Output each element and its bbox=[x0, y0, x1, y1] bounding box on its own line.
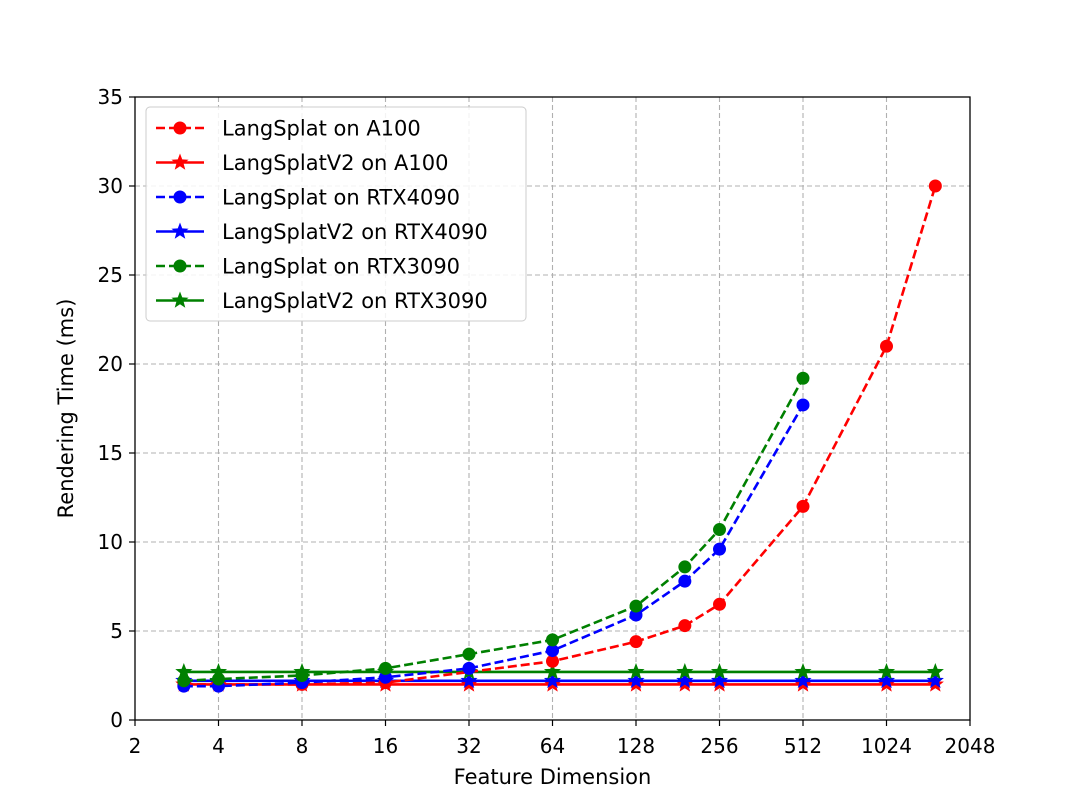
legend-marker bbox=[173, 259, 187, 273]
data-point bbox=[926, 671, 944, 689]
y-tick-label: 30 bbox=[98, 174, 123, 198]
data-point bbox=[379, 670, 392, 684]
data-point bbox=[629, 635, 643, 649]
series-langsplat-on-rtx4090 bbox=[177, 398, 810, 693]
data-point bbox=[212, 672, 225, 686]
y-tick-label: 35 bbox=[98, 85, 123, 109]
data-point bbox=[543, 671, 562, 689]
series-layer bbox=[175, 179, 944, 693]
data-point bbox=[177, 674, 191, 688]
legend-item: LangSplat on RTX4090 bbox=[156, 186, 460, 210]
legend-marker bbox=[173, 190, 187, 204]
x-tick-label: 2048 bbox=[945, 734, 996, 758]
legend-box bbox=[145, 106, 527, 322]
data-point bbox=[678, 619, 692, 633]
data-point bbox=[710, 671, 729, 689]
series-line bbox=[183, 404, 805, 688]
x-tick-label: 256 bbox=[700, 734, 738, 758]
x-tick-label: 32 bbox=[456, 734, 481, 758]
data-point bbox=[546, 654, 559, 668]
legend-marker bbox=[171, 291, 189, 308]
data-point bbox=[877, 662, 896, 680]
series-line bbox=[183, 377, 805, 683]
legend-item: LangSplat on RTX3090 bbox=[156, 255, 460, 279]
data-point bbox=[796, 499, 810, 513]
y-tick-label: 0 bbox=[110, 708, 123, 732]
data-point bbox=[209, 662, 228, 680]
data-point bbox=[175, 662, 193, 680]
data-point bbox=[928, 179, 942, 193]
legend-label: LangSplat on RTX3090 bbox=[222, 255, 460, 279]
x-tick-label: 128 bbox=[617, 734, 655, 758]
legend-marker bbox=[171, 153, 189, 170]
data-point bbox=[678, 574, 692, 588]
data-point bbox=[676, 662, 694, 680]
data-point bbox=[627, 671, 645, 689]
data-point bbox=[794, 671, 812, 689]
data-point bbox=[543, 662, 562, 680]
legend-item: LangSplatV2 on RTX4090 bbox=[156, 220, 488, 244]
y-tick-label: 10 bbox=[98, 530, 123, 554]
legend-item: LangSplat on A100 bbox=[156, 117, 421, 141]
x-tick-label: 512 bbox=[784, 734, 822, 758]
data-point bbox=[713, 597, 726, 611]
legend-label: LangSplatV2 on A100 bbox=[222, 151, 449, 175]
x-axis-label: Feature Dimension bbox=[454, 765, 652, 789]
data-point bbox=[546, 633, 559, 647]
data-point bbox=[796, 371, 810, 385]
data-point bbox=[676, 671, 694, 689]
data-point bbox=[627, 662, 645, 680]
legend-label: LangSplatV2 on RTX4090 bbox=[222, 220, 488, 244]
x-tick-label: 16 bbox=[373, 734, 398, 758]
data-point bbox=[546, 644, 559, 658]
legend-marker bbox=[171, 222, 189, 239]
legend: LangSplat on A100 LangSplatV2 on A100 Lang… bbox=[145, 106, 527, 322]
x-tick-label: 1024 bbox=[861, 734, 912, 758]
legend-label: LangSplat on RTX4090 bbox=[222, 186, 460, 210]
data-point bbox=[880, 339, 893, 353]
data-point bbox=[462, 661, 476, 675]
legend-item: LangSplatV2 on RTX3090 bbox=[156, 289, 488, 313]
data-point bbox=[713, 523, 726, 537]
y-tick-label: 25 bbox=[98, 263, 123, 287]
y-tick-label: 5 bbox=[110, 619, 123, 643]
data-point bbox=[295, 669, 309, 682]
axis-ticks: 2 4 8 16 32 64 128 256 512 1024 2048 0 5 10 15 20 25 30 35 bbox=[98, 85, 996, 758]
data-point bbox=[713, 542, 726, 556]
data-point bbox=[629, 608, 643, 622]
data-point bbox=[794, 662, 812, 680]
y-tick-label: 15 bbox=[98, 441, 123, 465]
legend-label: LangSplat on A100 bbox=[222, 117, 421, 141]
data-point bbox=[710, 662, 729, 680]
x-tick-label: 4 bbox=[212, 734, 225, 758]
x-tick-label: 2 bbox=[129, 734, 142, 758]
data-point bbox=[460, 671, 478, 689]
y-tick-label: 20 bbox=[98, 352, 123, 376]
data-point bbox=[877, 671, 896, 689]
series-langsplat-on-rtx3090 bbox=[177, 371, 810, 688]
series-langsplatv2-on-rtx3090 bbox=[175, 662, 944, 680]
data-point bbox=[678, 560, 692, 574]
legend-label: LangSplatV2 on RTX3090 bbox=[222, 289, 488, 313]
data-point bbox=[462, 647, 476, 661]
x-tick-label: 64 bbox=[540, 734, 565, 758]
data-point bbox=[629, 599, 643, 613]
legend-item: LangSplatV2 on A100 bbox=[156, 151, 449, 175]
legend-marker bbox=[173, 121, 187, 135]
data-point bbox=[379, 661, 392, 675]
x-tick-label: 8 bbox=[296, 734, 309, 758]
data-point bbox=[796, 398, 810, 412]
y-axis-label: Rendering Time (ms) bbox=[54, 299, 78, 519]
data-point bbox=[926, 662, 944, 680]
